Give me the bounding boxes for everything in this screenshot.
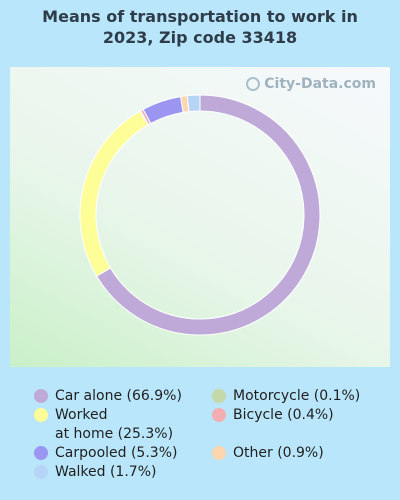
legend-item-walked: Walked (1.7%) [34, 463, 156, 482]
legend-label-walked: Walked (1.7%) [55, 464, 157, 480]
legend-swatch-walked [34, 465, 48, 479]
watermark-text: City-Data.com [264, 76, 376, 92]
legend-swatch-worked-at-home [34, 408, 48, 422]
legend-label-bicycle: Bicycle (0.4%) [233, 407, 334, 423]
legend-swatch-bicycle [212, 408, 226, 422]
legend-item-bicycle: Bicycle (0.4%) [212, 406, 334, 425]
city-data-logo-icon [246, 77, 261, 91]
donut-chart [79, 94, 321, 336]
legend-swatch-other [212, 446, 226, 460]
plot-area: City-Data.com [10, 67, 390, 367]
legend-label-carpooled: Carpooled (5.3%) [55, 445, 178, 461]
slice-walked [186, 94, 201, 113]
legend: Car alone (66.9%) Worked at home (25.3%) C… [0, 381, 400, 491]
legend-item-worked-at-home: Worked at home (25.3%) [34, 406, 173, 444]
watermark: City-Data.com [246, 76, 376, 92]
legend-swatch-car-alone [34, 389, 48, 403]
slice-worked-at-home [79, 110, 149, 277]
legend-label-motorcycle: Motorcycle (0.1%) [233, 388, 361, 404]
legend-item-carpooled: Carpooled (5.3%) [34, 444, 177, 463]
legend-label-car-alone: Car alone (66.9%) [55, 388, 182, 404]
chart-title: Means of transportation to work in 2023,… [0, 6, 400, 48]
chart-title-line-2: 2023, Zip code 33418 [102, 28, 298, 47]
legend-swatch-motorcycle [212, 389, 226, 403]
legend-swatch-carpooled [34, 446, 48, 460]
legend-item-car-alone: Car alone (66.9%) [34, 387, 182, 406]
legend-item-other: Other (0.9%) [212, 444, 324, 463]
chart-title-line-1: Means of transportation to work in [42, 7, 358, 26]
legend-label-worked-at-home: Worked at home (25.3%) [55, 407, 174, 442]
slice-carpooled [142, 96, 184, 125]
legend-label-other: Other (0.9%) [233, 445, 324, 461]
legend-item-motorcycle: Motorcycle (0.1%) [212, 387, 360, 406]
